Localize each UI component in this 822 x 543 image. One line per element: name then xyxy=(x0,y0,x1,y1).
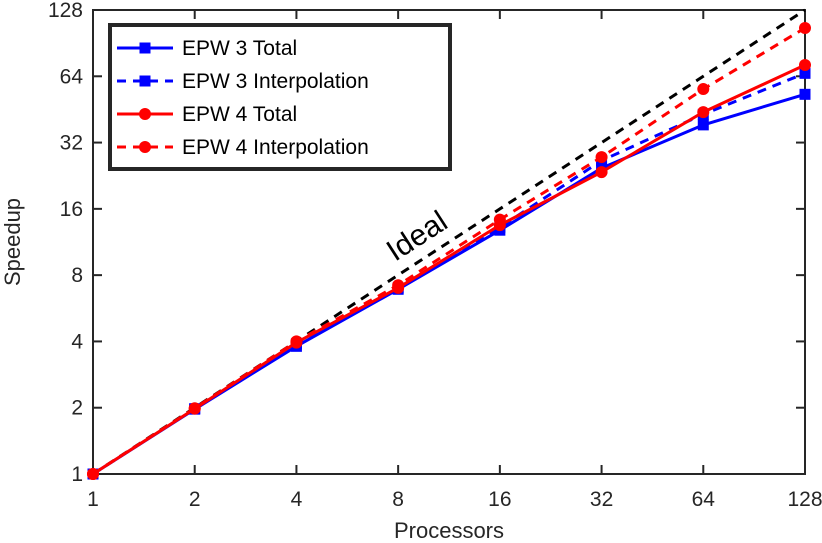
x-tick-label: 8 xyxy=(392,488,404,511)
data-point xyxy=(799,22,811,35)
series-3 xyxy=(87,22,811,480)
data-point xyxy=(799,59,811,72)
x-tick-label: 128 xyxy=(787,488,822,511)
series-layer xyxy=(87,8,811,480)
legend-label: EPW 3 Total xyxy=(182,37,297,60)
data-point xyxy=(799,67,811,79)
x-tick-label: 64 xyxy=(692,488,716,511)
legend-marker xyxy=(139,108,151,120)
y-tick-label: 2 xyxy=(71,397,83,420)
axes-box xyxy=(92,9,806,475)
legend-marker xyxy=(139,75,151,87)
data-point xyxy=(188,402,201,415)
legend-label: EPW 3 Interpolation xyxy=(182,70,369,93)
legend-marker xyxy=(139,42,151,54)
data-point xyxy=(799,88,811,100)
legend-item: EPW 3 Total xyxy=(117,37,297,60)
x-tick-label: 1 xyxy=(87,488,99,511)
data-point xyxy=(290,335,303,348)
legend-label: EPW 4 Interpolation xyxy=(182,136,369,159)
legend-item: EPW 4 Interpolation xyxy=(117,136,369,159)
y-tick-label: 8 xyxy=(71,264,83,287)
x-axis-label: Processors xyxy=(394,518,504,543)
legend-item: EPW 3 Interpolation xyxy=(117,70,369,93)
y-tick-label: 16 xyxy=(60,198,83,221)
legend: EPW 3 Total EPW 3 Interpolation EPW 4 Tota… xyxy=(108,23,452,171)
data-point xyxy=(595,166,608,179)
y-tick-label: 64 xyxy=(60,65,84,88)
axis-ticks: 1 2 4 8 16 32 64 128 1 2 4 8 16 32 64 128 xyxy=(48,0,822,511)
x-tick-label: 2 xyxy=(189,488,201,511)
legend-item: EPW 4 Total xyxy=(117,103,297,126)
legend-label: EPW 4 Total xyxy=(182,103,297,126)
x-tick-label: 32 xyxy=(590,488,613,511)
data-point xyxy=(697,119,709,131)
y-tick-label: 128 xyxy=(48,0,83,22)
data-point xyxy=(697,83,710,96)
series-line xyxy=(92,26,806,476)
data-point xyxy=(493,213,506,226)
y-axis-label: Speedup xyxy=(0,198,25,286)
data-point xyxy=(87,468,99,480)
series-line xyxy=(92,63,806,476)
y-tick-label: 4 xyxy=(71,330,83,353)
x-tick-label: 4 xyxy=(291,488,303,511)
y-tick-label: 1 xyxy=(71,463,83,486)
series-4 xyxy=(92,8,806,476)
series-line xyxy=(92,8,806,476)
ideal-annotation: Ideal xyxy=(381,205,454,268)
legend-marker xyxy=(139,141,151,153)
annotation-layer: Ideal xyxy=(381,205,454,268)
y-tick-label: 32 xyxy=(60,132,83,155)
data-point xyxy=(392,279,405,292)
data-point xyxy=(697,106,710,119)
x-tick-label: 16 xyxy=(488,488,511,511)
data-point xyxy=(595,151,608,164)
plot-area xyxy=(92,9,806,475)
